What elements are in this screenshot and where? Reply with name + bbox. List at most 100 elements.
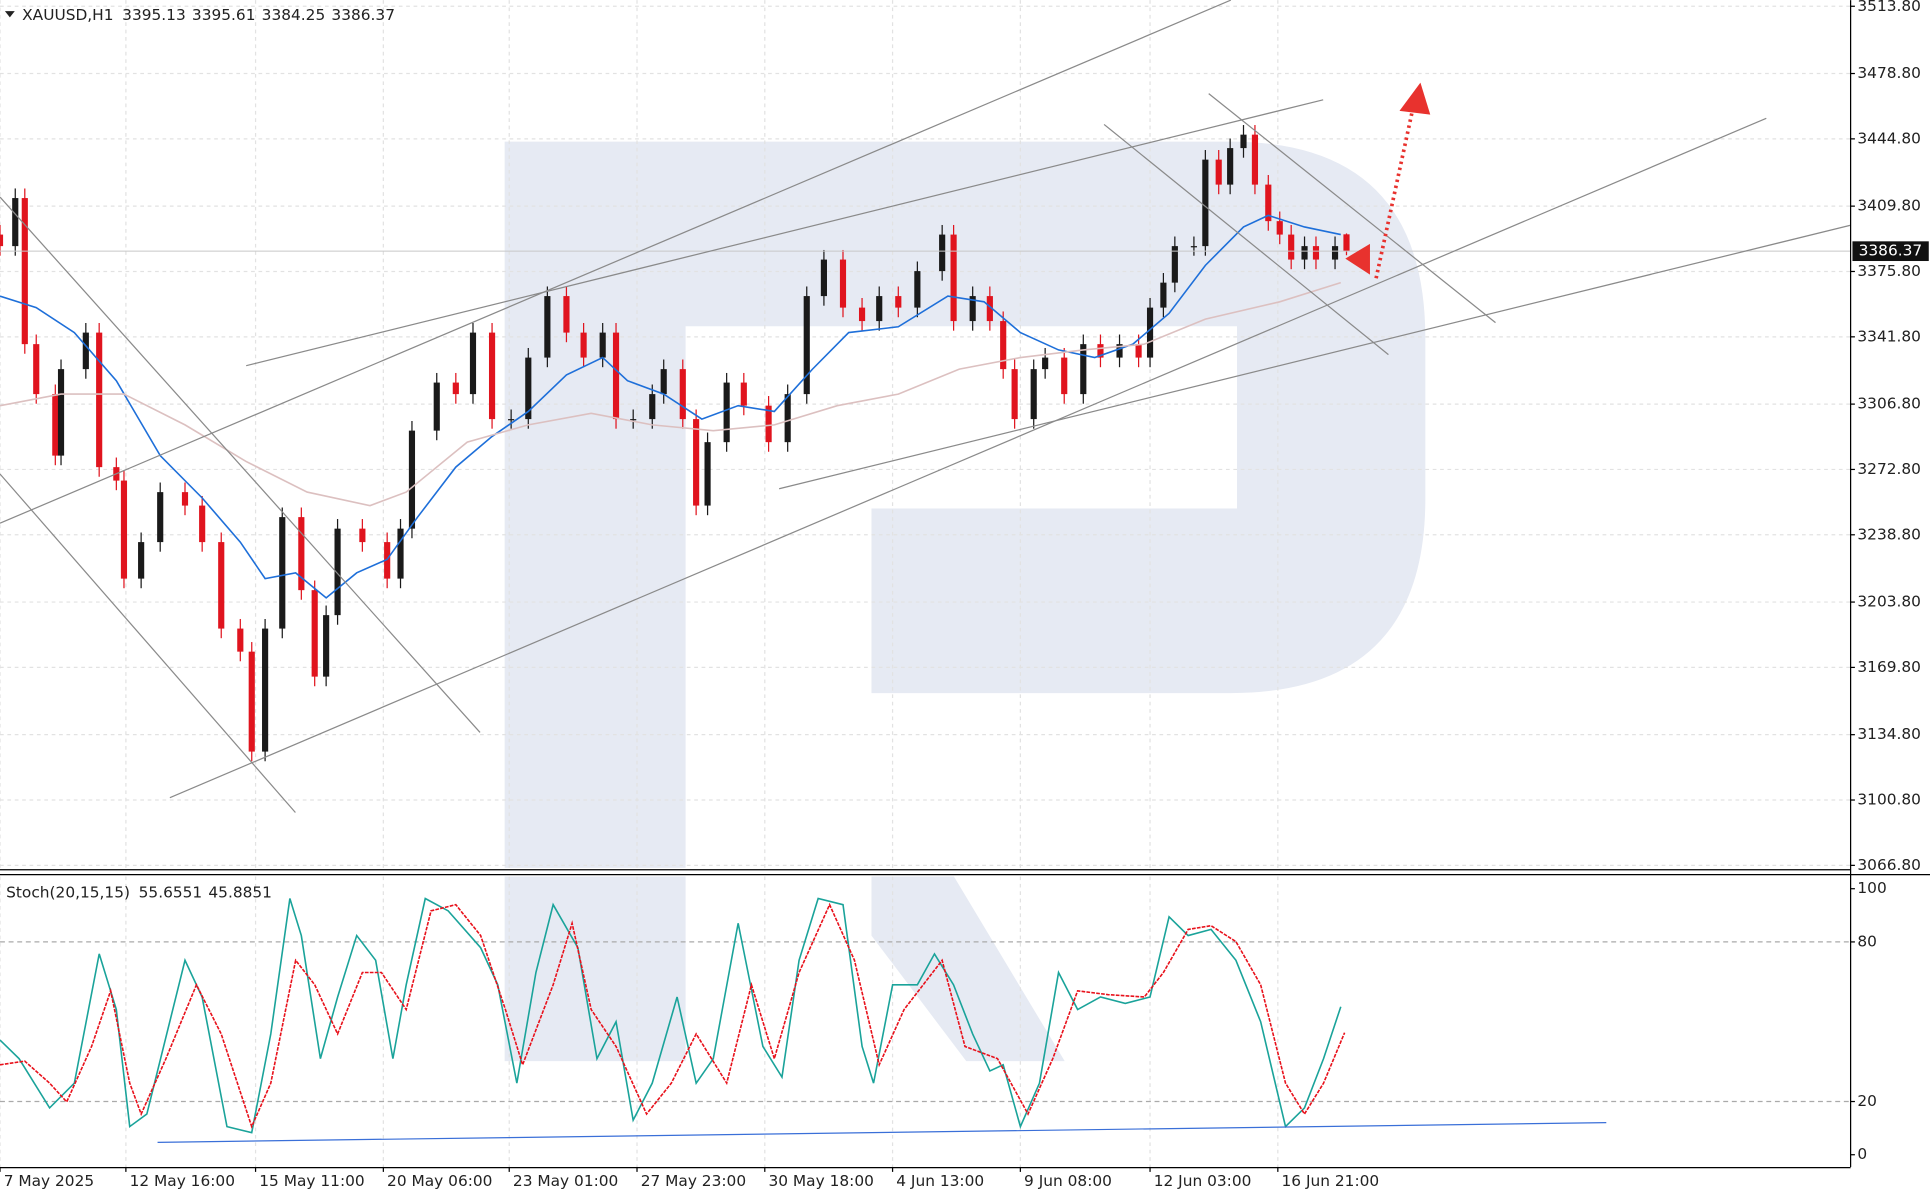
symbol: XAUUSD,H1 (22, 5, 113, 23)
candle-body (1227, 148, 1234, 185)
arrow-head (1399, 82, 1431, 115)
candle-body (649, 394, 656, 420)
symbol-marker (4, 11, 15, 18)
candle-body (1171, 246, 1178, 283)
candle-body (21, 198, 28, 345)
candle-body (803, 296, 810, 395)
x-tick-label: 23 May 01:00 (513, 1172, 618, 1190)
candle-body (1312, 246, 1320, 260)
trend-line (1103, 123, 1389, 356)
candle-body (986, 296, 993, 322)
candle-body (693, 419, 700, 506)
candle-body (1042, 357, 1049, 370)
candle-body (1160, 282, 1167, 308)
indicator-line (0, 897, 1342, 1134)
candle-body (1343, 234, 1350, 252)
candle-body (279, 517, 286, 629)
candle-body (563, 296, 570, 333)
y-tick-label: 3169.80 (1857, 658, 1921, 676)
candle-body (397, 528, 404, 579)
candle-body (1240, 134, 1247, 149)
y-tick-label: 100 (1857, 879, 1886, 897)
candle-body (1011, 369, 1018, 420)
candle-body (740, 382, 747, 406)
candle-body (1301, 246, 1308, 260)
candle-body (1276, 221, 1283, 235)
trend-line (169, 117, 1767, 799)
chart-header: XAUUSD,H1 3395.13 3395.61 3384.25 3386.37 (22, 5, 395, 23)
indicator-line (0, 902, 1346, 1129)
candle-body (52, 394, 59, 456)
last-price-box (1852, 241, 1929, 262)
candle-body (237, 628, 244, 652)
candle-body (0, 234, 4, 247)
candle-body (1190, 246, 1197, 248)
last-price-label: 3386.37 (1859, 242, 1923, 260)
candle-body (939, 234, 946, 272)
candle-body (1288, 234, 1295, 260)
candle-body (311, 590, 318, 677)
candle-body (262, 628, 269, 752)
candle-body (1202, 159, 1209, 247)
y-tick-label: 80 (1857, 932, 1877, 950)
candle-body (433, 382, 440, 431)
candle-body (1000, 321, 1007, 370)
y-tick-label: 3100.80 (1857, 791, 1921, 809)
y-tick-label: 0 (1857, 1145, 1867, 1163)
candle-body (820, 259, 827, 297)
candle-body (876, 296, 883, 322)
k-value: 55.6551 (139, 883, 203, 901)
candle-body (660, 369, 667, 395)
low-value: 3384.25 (262, 5, 326, 23)
candle-body (508, 419, 515, 421)
x-tick-label: 12 Jun 03:00 (1154, 1172, 1252, 1190)
candle-body (679, 369, 686, 420)
y-tick-label: 3066.80 (1857, 856, 1921, 874)
candle-body (704, 442, 711, 506)
candle-body (1331, 246, 1339, 260)
x-tick-label: 12 May 16:00 (130, 1172, 235, 1190)
candle-body (723, 382, 730, 443)
candle-body (544, 296, 551, 358)
x-tick-label: 4 Jun 13:00 (896, 1172, 984, 1190)
candle-body (895, 296, 902, 308)
candle-body (96, 332, 103, 468)
close-value: 3386.37 (331, 5, 395, 23)
candle-body (359, 528, 366, 543)
x-tick-label: 27 May 23:00 (641, 1172, 746, 1190)
candle-body (452, 382, 459, 395)
y-tick-label: 3306.80 (1857, 395, 1921, 413)
candle-body (1135, 344, 1142, 358)
arrow-head (1345, 243, 1370, 275)
trend-line (0, 473, 296, 813)
x-tick-label: 9 Jun 08:00 (1024, 1172, 1112, 1190)
candle-body (580, 332, 587, 358)
d-value: 45.8851 (208, 883, 272, 901)
candle-body (969, 296, 976, 322)
indicator-header: Stoch(20,15,15) 55.6551 45.8851 (6, 883, 272, 901)
candle-body (914, 271, 921, 308)
candle-body (950, 234, 957, 322)
y-tick-label: 20 (1857, 1092, 1877, 1110)
y-tick-label: 3478.80 (1857, 64, 1921, 82)
candle-body (248, 651, 255, 752)
frame (0, 0, 1930, 1169)
x-tick-label: 16 Jun 21:00 (1282, 1172, 1380, 1190)
candle-body (181, 492, 189, 506)
candle-body (218, 542, 225, 629)
candle-body (1215, 159, 1222, 185)
watermark-r (504, 876, 1065, 1062)
candle-body (765, 405, 772, 443)
x-tick-label: 20 May 06:00 (387, 1172, 492, 1190)
trend-line (246, 99, 1324, 367)
x-tick-label: 7 May 2025 (4, 1172, 94, 1190)
candle-body (469, 332, 477, 395)
candle-body (1146, 307, 1154, 358)
candle-body (612, 332, 620, 420)
candle-body (488, 332, 496, 420)
candle-body (630, 419, 637, 421)
candle-body (82, 332, 89, 370)
x-tick-label: 30 May 18:00 (768, 1172, 873, 1190)
